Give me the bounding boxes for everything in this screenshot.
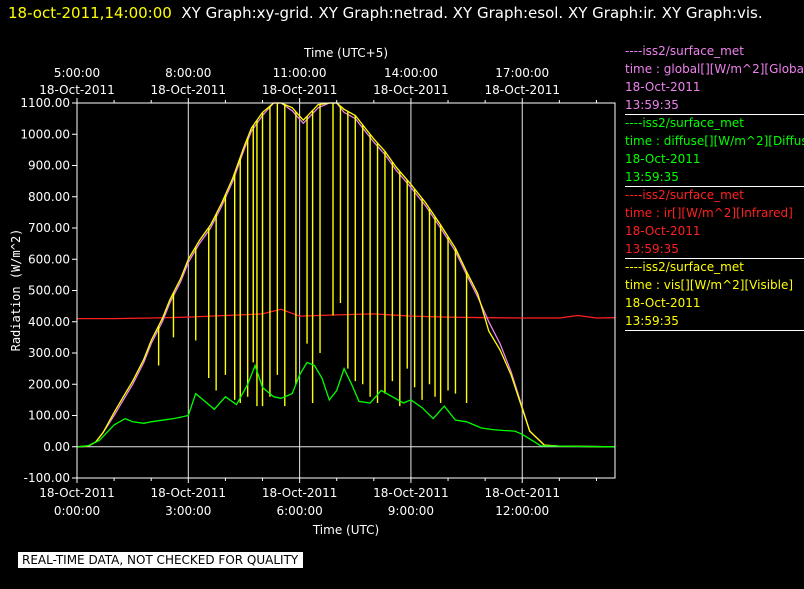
legend-time: 13:59:35 [625,242,679,256]
y-tick-label: 600.00 [28,252,70,266]
series-line-vis [76,102,616,448]
x2-tick-label-time: 14:00:00 [384,66,438,80]
x2-tick-label-date: 18-Oct-2011 [262,83,338,97]
legend-field: time : vis[][W/m^2][Visible] [625,278,794,292]
y-tick-label: 400.00 [28,315,70,329]
x-tick-label-date: 18-Oct-2011 [151,486,227,500]
x2-tick-label-date: 18-Oct-2011 [151,83,227,97]
x-tick-label-date: 18-Oct-2011 [484,486,560,500]
legend-ir: ----iss2/surface_met time : ir[][W/m^2][… [625,186,804,259]
x2-tick-label-date: 18-Oct-2011 [484,83,560,97]
y-axis-label: Radiation (W/m^2) [9,229,23,352]
y-tick-label: -100.00 [24,471,70,485]
series-lines [76,102,616,448]
y-tick-label: 1000.00 [20,127,70,141]
x-tick-label-time: 9:00:00 [388,504,434,518]
legend-time: 13:59:35 [625,170,679,184]
legend-date: 18-Oct-2011 [625,224,701,238]
y-tick-label: 500.00 [28,284,70,298]
x-tick-label-time: 12:00:00 [495,504,549,518]
ticks: 18-Oct-2011 0:00:00 5:00:00 18-Oct-2011 18-O… [20,66,597,518]
x-tick-label-date: 18-Oct-2011 [373,486,449,500]
x-tick-label-time: 0:00:00 [54,504,100,518]
x-tick-label-time: 6:00:00 [276,504,322,518]
legend-source: ----iss2/surface_met [625,260,744,274]
y-tick-label: 100.00 [28,409,70,423]
series-line-global [76,102,616,448]
series-line-diffuse [76,361,616,448]
x2-axis-label: Time (UTC+5) [303,46,388,60]
y-tick-label: 1100.00 [20,96,70,110]
y-tick-label: 900.00 [28,159,70,173]
x2-tick-label-date: 18-Oct-2011 [39,83,115,97]
legend-time: 13:59:35 [625,314,679,328]
x-tick-label-date: 18-Oct-2011 [39,486,115,500]
x2-tick-label-date: 18-Oct-2011 [373,83,449,97]
page-title: 18-oct-2011,14:00:00 XY Graph:xy-grid. X… [8,3,803,24]
timestamp: 18-oct-2011,14:00:00 [8,4,172,22]
y-tick-label: 800.00 [28,190,70,204]
legend-source: ----iss2/surface_met [625,44,744,58]
x-tick-label-time: 3:00:00 [165,504,211,518]
grid [76,103,615,478]
legend-source: ----iss2/surface_met [625,188,744,202]
legend-date: 18-Oct-2011 [625,80,701,94]
x2-tick-label-time: 11:00:00 [273,66,327,80]
quality-notice: REAL-TIME DATA, NOT CHECKED FOR QUALITY [18,552,304,568]
x-tick-label-date: 18-Oct-2011 [262,486,338,500]
x-axis-label: Time (UTC) [312,523,379,537]
legend-global: ----iss2/surface_met time : global[][W/m… [625,42,804,115]
plot-frame [76,102,616,479]
y-tick-label: 300.00 [28,346,70,360]
y-tick-label: 700.00 [28,221,70,235]
legend-vis: ----iss2/surface_met time : vis[][W/m^2]… [625,258,804,331]
x2-tick-label-time: 5:00:00 [54,66,100,80]
legend-field: time : global[][W/m^2][Global [625,62,804,76]
legend-date: 18-Oct-2011 [625,296,701,310]
series-line-ir [77,308,616,320]
legend-diffuse: ----iss2/surface_met time : diffuse[][W/… [625,114,804,187]
x2-tick-label-time: 17:00:00 [495,66,549,80]
x2-tick-label-time: 8:00:00 [165,66,211,80]
legend-date: 18-Oct-2011 [625,152,701,166]
legend-source: ----iss2/surface_met [625,116,744,130]
legend-field: time : diffuse[][W/m^2][Diffuse [625,134,804,148]
graph-list: XY Graph:xy-grid. XY Graph:netrad. XY Gr… [181,4,763,22]
y-tick-label: 200.00 [28,377,70,391]
y-tick-label: 0.00 [43,440,70,454]
legend-time: 13:59:35 [625,98,679,112]
legend-field: time : ir[][W/m^2][Infrared] [625,206,793,220]
